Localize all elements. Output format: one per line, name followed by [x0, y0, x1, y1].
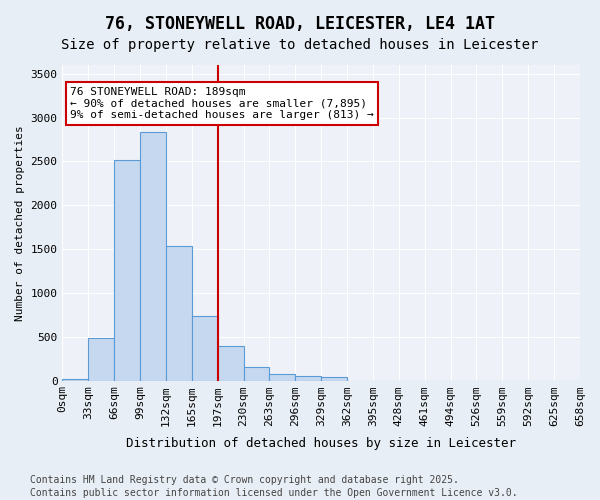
Bar	[269, 374, 295, 380]
X-axis label: Distribution of detached houses by size in Leicester: Distribution of detached houses by size …	[126, 437, 516, 450]
Bar	[140, 132, 166, 380]
Bar	[244, 367, 269, 380]
Text: Contains public sector information licensed under the Open Government Licence v3: Contains public sector information licen…	[30, 488, 518, 498]
Bar	[114, 160, 140, 380]
Bar	[321, 377, 347, 380]
Bar	[218, 346, 244, 380]
Y-axis label: Number of detached properties: Number of detached properties	[15, 125, 25, 320]
Bar	[192, 316, 218, 380]
Bar	[62, 379, 88, 380]
Bar	[166, 246, 192, 380]
Bar	[295, 376, 321, 380]
Text: 76, STONEYWELL ROAD, LEICESTER, LE4 1AT: 76, STONEYWELL ROAD, LEICESTER, LE4 1AT	[105, 15, 495, 33]
Bar	[88, 338, 114, 380]
Text: 76 STONEYWELL ROAD: 189sqm
← 90% of detached houses are smaller (7,895)
9% of se: 76 STONEYWELL ROAD: 189sqm ← 90% of deta…	[70, 87, 374, 120]
Text: Contains HM Land Registry data © Crown copyright and database right 2025.: Contains HM Land Registry data © Crown c…	[30, 475, 459, 485]
Text: Size of property relative to detached houses in Leicester: Size of property relative to detached ho…	[61, 38, 539, 52]
